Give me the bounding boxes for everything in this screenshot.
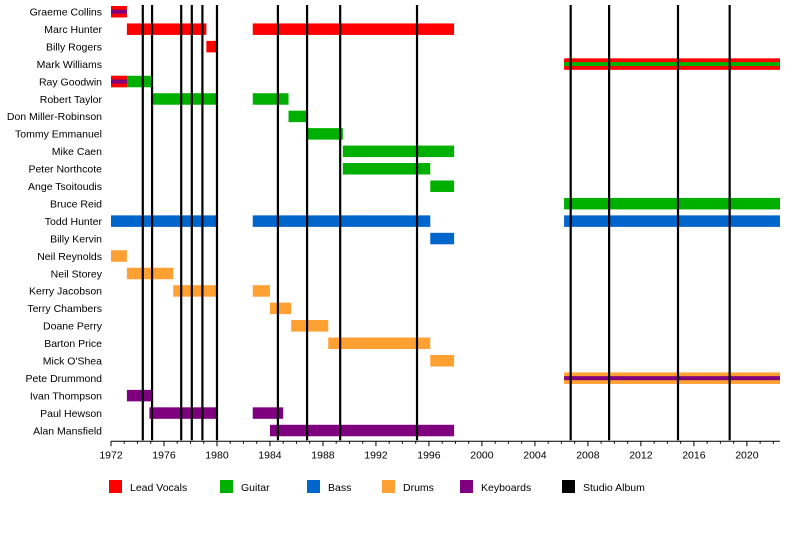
membership-bar-guitar <box>430 180 455 192</box>
legend-swatch-drums <box>382 480 395 493</box>
x-tick-label: 1980 <box>205 449 229 461</box>
member-label: Barton Price <box>44 338 102 350</box>
membership-bar-accent-keys <box>111 79 127 84</box>
membership-bar-keys <box>126 389 153 402</box>
member-label: Billy Rogers <box>46 41 102 53</box>
member-label: Ray Goodwin <box>39 76 102 88</box>
member-label: Graeme Collins <box>30 7 102 19</box>
membership-bar-keys <box>252 407 284 419</box>
membership-bar-bass <box>430 232 455 245</box>
membership-bar-guitar <box>307 128 343 140</box>
x-tick-label: 2004 <box>523 449 547 461</box>
membership-bar-vocals <box>252 23 455 35</box>
member-label: Ange Tsoitoudis <box>28 181 102 193</box>
legend-swatch-vocals <box>109 480 122 493</box>
legend-swatch-album <box>562 480 575 493</box>
member-label: Mick O'Shea <box>43 356 102 368</box>
legend: Lead Vocals Guitar Bass Drums Keyboards Studi… <box>109 480 645 494</box>
member-label: Billy Kervin <box>50 233 102 245</box>
membership-bar-vocals <box>206 40 217 53</box>
membership-bar-drums <box>126 267 174 280</box>
member-label: Tommy Emmanuel <box>15 129 102 141</box>
membership-bar-bass <box>111 215 217 227</box>
x-tick-label: 1984 <box>258 449 282 461</box>
membership-bar-drums <box>328 337 431 350</box>
member-label: Don Miller-Robinson <box>7 111 102 123</box>
membership-bar-guitar <box>342 163 431 175</box>
legend-label-keys: Keyboards <box>481 482 531 494</box>
membership-bar-drums <box>291 320 329 332</box>
membership-bar-guitar <box>152 93 217 105</box>
x-tick-label: 1972 <box>99 449 123 461</box>
x-tick-label: 2008 <box>576 449 600 461</box>
member-label: Peter Northcote <box>28 164 102 176</box>
member-label: Bruce Reid <box>50 198 102 210</box>
membership-bar-drums <box>173 285 217 297</box>
membership-bar-accent-guitar <box>564 62 780 67</box>
membership-bar-guitar <box>342 145 455 158</box>
membership-bar-guitar <box>252 93 289 105</box>
x-tick-label: 2020 <box>735 449 759 461</box>
studio-album-lines <box>141 5 731 441</box>
member-label: Terry Chambers <box>27 303 102 315</box>
legend-label-bass: Bass <box>328 482 351 494</box>
member-label: Pete Drummond <box>26 373 103 385</box>
x-tick-label: 1988 <box>311 449 335 461</box>
member-label: Alan Mansfield <box>33 425 102 437</box>
x-tick-label: 1976 <box>152 449 176 461</box>
x-tick-label: 1996 <box>417 449 441 461</box>
member-label: Mark Williams <box>37 59 102 71</box>
legend-swatch-bass <box>307 480 320 493</box>
legend-label-guitar: Guitar <box>241 482 270 494</box>
x-tick-label: 1992 <box>364 449 388 461</box>
membership-bar-drums <box>269 302 292 315</box>
x-tick-label: 2016 <box>682 449 706 461</box>
membership-bar-keys <box>269 424 455 437</box>
member-label: Kerry Jacobson <box>29 286 102 298</box>
legend-swatch-keys <box>460 480 473 493</box>
member-label: Robert Taylor <box>40 94 103 106</box>
x-tick-label: 2000 <box>470 449 494 461</box>
member-label: Neil Storey <box>51 268 103 280</box>
membership-bar-guitar <box>564 197 780 210</box>
member-label: Todd Hunter <box>45 216 103 228</box>
member-label: Ivan Thompson <box>30 390 102 402</box>
membership-bar-guitar <box>111 75 153 88</box>
legend-label-vocals: Lead Vocals <box>130 482 187 494</box>
membership-bars <box>111 5 780 437</box>
member-name-labels: Graeme Collins Marc Hunter Billy Rogers Mar… <box>7 7 103 438</box>
member-label: Neil Reynolds <box>37 251 102 263</box>
membership-bar-drums <box>111 250 127 262</box>
membership-bar-accent-keys <box>111 9 127 14</box>
member-label: Doane Perry <box>43 321 103 333</box>
membership-bar-guitar <box>288 110 308 123</box>
membership-bar-drums <box>252 285 270 297</box>
legend-swatch-guitar <box>220 480 233 493</box>
membership-bar-bass <box>564 215 780 227</box>
member-label: Paul Hewson <box>40 408 102 420</box>
membership-bar-drums <box>430 354 455 367</box>
member-label: Marc Hunter <box>44 24 102 36</box>
membership-bar-accent-keys <box>564 376 780 381</box>
membership-bar-vocals <box>126 23 207 35</box>
membership-bar-keys <box>149 407 217 419</box>
membership-bar-bass <box>252 215 431 227</box>
member-label: Mike Caen <box>52 146 102 158</box>
legend-label-drums: Drums <box>403 482 434 494</box>
x-axis: 1972 1976 1980 1984 1988 1992 1996 2000 2004 2008… <box>99 440 780 461</box>
x-tick-label: 2012 <box>629 449 653 461</box>
legend-label-album: Studio Album <box>583 482 645 494</box>
